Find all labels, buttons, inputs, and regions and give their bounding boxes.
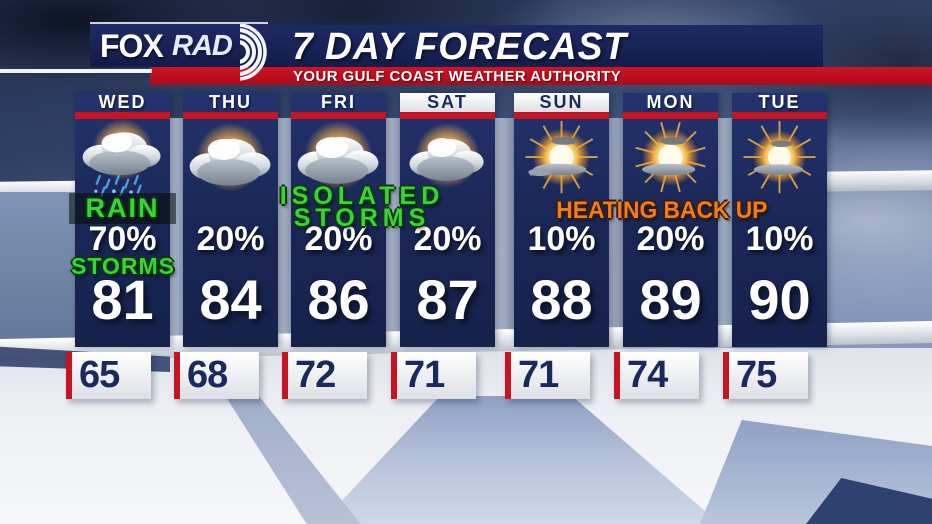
high-temp: 87 bbox=[416, 268, 479, 331]
low-temp: 72 bbox=[295, 354, 336, 396]
day-underline bbox=[623, 112, 718, 119]
low-temp-box: 72 bbox=[282, 352, 367, 399]
forecast-panel: WED bbox=[69, 93, 176, 347]
low-temp-box: 65 bbox=[66, 352, 151, 399]
day-label: TUE bbox=[758, 92, 801, 112]
low-temp: 71 bbox=[518, 354, 559, 396]
low-temp-box: 71 bbox=[505, 352, 590, 399]
precip-chance: 10% bbox=[745, 220, 814, 258]
subtitle-text: YOUR GULF COAST WEATHER AUTHORITY bbox=[293, 68, 622, 85]
day-underline bbox=[514, 112, 609, 119]
condition-band: RAIN bbox=[69, 193, 176, 224]
rain-storm-cloud-icon bbox=[75, 119, 170, 199]
day-column-wed: WED bbox=[66, 93, 176, 405]
high-temp: 90 bbox=[748, 268, 811, 331]
day-underline bbox=[732, 112, 827, 119]
precip-chance: 20% bbox=[636, 220, 705, 258]
day-column-thu: THU 20% 84 68 bbox=[174, 93, 278, 405]
low-temp: 74 bbox=[627, 354, 668, 396]
logo-rad-text: RAD bbox=[172, 30, 233, 62]
day-underline bbox=[400, 112, 495, 119]
cloud-sun-glow-icon bbox=[400, 119, 495, 199]
day-label: FRI bbox=[321, 92, 356, 112]
day-column-fri: FRI 20% 86 72 bbox=[282, 93, 386, 405]
high-temp: 84 bbox=[199, 268, 262, 331]
high-temp: 88 bbox=[530, 268, 593, 331]
low-temp-box: 75 bbox=[723, 352, 808, 399]
day-underline bbox=[291, 112, 386, 119]
high-temp: 86 bbox=[307, 268, 370, 331]
low-temp: 75 bbox=[736, 354, 777, 396]
low-temp: 68 bbox=[187, 354, 228, 396]
page-title: 7 DAY FORECAST bbox=[292, 26, 628, 68]
banner-underline bbox=[0, 69, 152, 73]
day-label: MON bbox=[646, 92, 695, 112]
heating-back-up-annotation: HEATING BACK UP bbox=[556, 197, 768, 224]
forecast-panel: THU 20% 84 bbox=[183, 93, 278, 347]
sun-bright-clouds-icon bbox=[623, 119, 718, 199]
day-column-mon: MON bbox=[614, 93, 718, 405]
studio-wall-left bbox=[0, 192, 80, 344]
condition-label: RAIN bbox=[85, 193, 160, 223]
day-underline bbox=[75, 112, 170, 119]
forecast-panel: SUN bbox=[514, 93, 609, 347]
precip-chance: 20% bbox=[413, 220, 482, 258]
day-header: TUE bbox=[732, 93, 827, 112]
forecast-panel: SAT 20% 87 bbox=[400, 93, 495, 347]
day-header: SUN bbox=[514, 93, 609, 112]
subtitle-banner: YOUR GULF COAST WEATHER AUTHORITY bbox=[150, 67, 932, 85]
low-temp: 71 bbox=[404, 354, 445, 396]
low-temp-box: 74 bbox=[614, 352, 699, 399]
radar-waves-icon bbox=[240, 24, 267, 81]
cloud-sun-glow-icon bbox=[291, 119, 386, 199]
isolated-storms-annotation: ISOLATED STORMS bbox=[250, 182, 474, 232]
high-temp: 89 bbox=[639, 268, 702, 331]
precip-chance: 20% bbox=[304, 220, 373, 258]
fox-radar-logo: FOX RAD bbox=[90, 22, 268, 81]
day-label: WED bbox=[98, 92, 147, 112]
forecast-panel: FRI 20% 86 bbox=[291, 93, 386, 347]
day-column-sun: SUN bbox=[505, 93, 609, 405]
sun-bright-clouds-icon bbox=[514, 119, 609, 199]
day-header: SAT bbox=[400, 93, 495, 112]
day-column-sat: SAT 20% 87 71 bbox=[391, 93, 495, 405]
day-header: WED bbox=[75, 93, 170, 112]
day-header: THU bbox=[183, 93, 278, 112]
isolated-storms-line1: ISOLATED bbox=[279, 182, 445, 210]
high-temp: 81 bbox=[91, 268, 154, 331]
day-underline bbox=[183, 112, 278, 119]
precip-chance: 10% bbox=[527, 220, 596, 258]
low-temp-box: 71 bbox=[391, 352, 476, 399]
day-label: SAT bbox=[427, 92, 468, 112]
precip-chance: 70% bbox=[88, 220, 157, 258]
forecast-panel: MON bbox=[623, 93, 718, 347]
day-label: THU bbox=[209, 92, 252, 112]
low-temp-box: 68 bbox=[174, 352, 259, 399]
studio-pillar bbox=[494, 118, 516, 352]
cloud-sun-glow-icon bbox=[183, 119, 278, 199]
logo-fox-text: FOX bbox=[100, 28, 164, 64]
day-header: MON bbox=[623, 93, 718, 112]
isolated-storms-line2: STORMS bbox=[293, 204, 431, 232]
day-header: FRI bbox=[291, 93, 386, 112]
day-column-tue: TUE bbox=[723, 93, 827, 405]
low-temp: 65 bbox=[79, 354, 120, 396]
day-label: SUN bbox=[539, 92, 584, 112]
precip-chance: 20% bbox=[196, 220, 265, 258]
sun-bright-clouds-icon bbox=[732, 119, 827, 199]
storms-label: STORMS bbox=[71, 253, 175, 279]
forecast-panel: TUE bbox=[732, 93, 827, 347]
studio-pillar bbox=[715, 118, 737, 352]
